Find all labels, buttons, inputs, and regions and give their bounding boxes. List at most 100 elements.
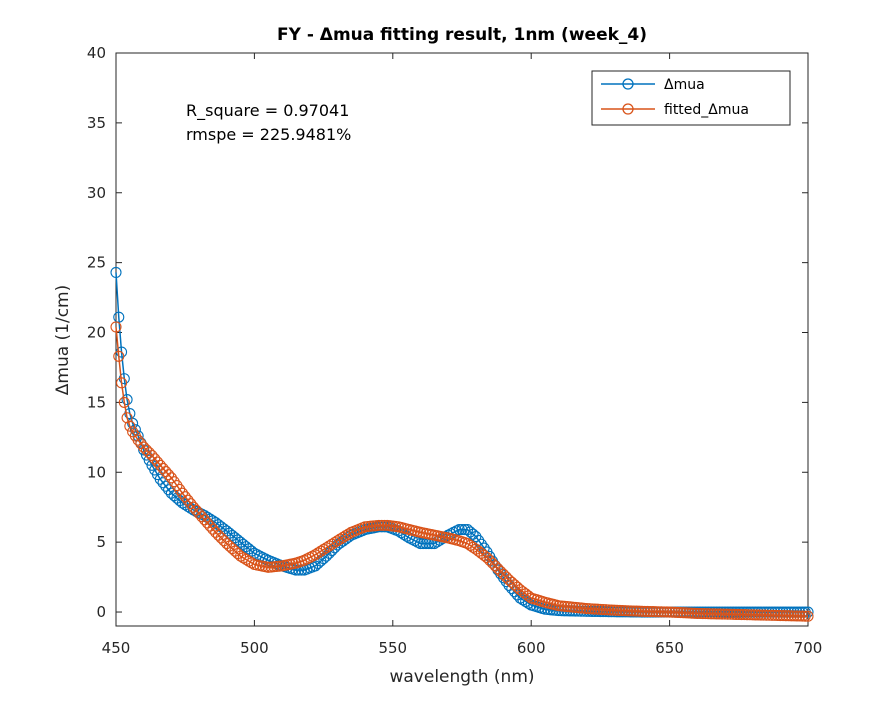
data-point: [232, 548, 244, 560]
data-point: [586, 603, 598, 615]
data-point: [749, 609, 761, 621]
data-point: [589, 605, 601, 618]
data-point: [600, 604, 612, 616]
data-point: [616, 604, 629, 617]
data-point: [140, 444, 152, 456]
data-point: [132, 434, 144, 446]
data-point: [196, 511, 208, 523]
data-point: [212, 529, 224, 541]
data-point: [603, 604, 615, 616]
data-point: [401, 530, 413, 542]
data-point: [724, 608, 737, 620]
data-point: [207, 523, 219, 535]
data-point: [312, 547, 324, 559]
data-point: [323, 540, 335, 552]
data-point: [453, 524, 465, 536]
data-point: [664, 606, 676, 618]
data-point: [636, 605, 648, 617]
data-point: [215, 521, 227, 533]
data-point: [713, 608, 725, 620]
data-point: [340, 530, 352, 542]
data-point: [802, 610, 814, 622]
data-point: [628, 605, 640, 617]
data-point: [697, 608, 709, 620]
data-point: [489, 560, 501, 572]
data-point: [702, 608, 714, 620]
data-point: [766, 609, 778, 621]
data-point: [115, 377, 128, 389]
y-tick-label: 35: [87, 114, 106, 132]
data-point: [138, 441, 150, 453]
data-point: [309, 549, 321, 561]
data-point: [497, 568, 510, 580]
data-point: [774, 609, 786, 622]
series-layer: [110, 266, 814, 622]
r-square-annotation: R_square = 0.97041: [186, 101, 349, 121]
data-point: [730, 608, 742, 620]
legend: Δmua fitted_Δmua: [591, 70, 791, 126]
data-point: [146, 449, 158, 462]
axis-ticks: 450 500 550 600 650 700 0 5 10 15 20 25 30 35 40: [87, 44, 822, 657]
data-point: [470, 531, 482, 543]
data-point: [686, 607, 698, 619]
data-point: [179, 491, 191, 503]
data-point: [157, 462, 169, 474]
data-point: [459, 524, 471, 536]
data-point: [514, 584, 526, 596]
data-point: [788, 610, 800, 622]
legend-marker-series-2: [622, 103, 634, 115]
data-point: [722, 608, 734, 620]
data-point: [121, 412, 133, 424]
data-point: [650, 606, 662, 618]
legend-label-series-2: fitted_Δmua: [664, 102, 749, 118]
data-point: [118, 396, 130, 408]
y-tick-label: 30: [87, 184, 106, 202]
data-point: [771, 609, 784, 622]
data-point: [630, 605, 642, 617]
data-point: [417, 537, 429, 550]
data-point: [655, 606, 667, 618]
data-point: [149, 453, 161, 465]
data-point: [738, 606, 750, 618]
data-point: [414, 537, 427, 550]
data-point: [290, 564, 302, 576]
data-point: [182, 494, 194, 506]
data-point: [633, 605, 645, 617]
y-tick-label: 0: [96, 603, 106, 621]
data-point: [594, 603, 606, 615]
data-point: [597, 603, 609, 616]
data-point: [193, 507, 205, 520]
data-point: [581, 602, 593, 615]
data-point: [143, 447, 155, 459]
y-axis-label: Δmua (1/cm): [53, 285, 73, 396]
y-tick-label: 25: [87, 254, 106, 272]
data-point: [592, 603, 604, 615]
x-tick-label: 550: [378, 639, 407, 657]
data-point: [495, 565, 507, 578]
data-point: [160, 466, 172, 478]
data-point: [174, 483, 186, 495]
data-point: [320, 542, 332, 554]
data-point: [661, 606, 673, 618]
data-point: [625, 605, 637, 617]
data-point: [669, 606, 681, 618]
data-point: [755, 609, 767, 621]
y-tick-label: 5: [96, 533, 106, 551]
data-point: [517, 586, 529, 598]
data-point: [677, 607, 689, 619]
data-point: [705, 608, 717, 620]
data-point: [614, 604, 626, 616]
data-point: [744, 606, 756, 618]
data-point: [605, 604, 618, 616]
data-point: [622, 605, 634, 617]
x-tick-label: 700: [794, 639, 823, 657]
data-point: [733, 606, 745, 618]
data-point: [473, 545, 485, 557]
data-point: [315, 545, 327, 557]
data-point: [199, 514, 211, 526]
data-point: [176, 487, 188, 499]
data-point: [121, 394, 133, 406]
data-point: [794, 610, 806, 622]
data-point: [201, 517, 213, 529]
data-point: [331, 535, 343, 547]
